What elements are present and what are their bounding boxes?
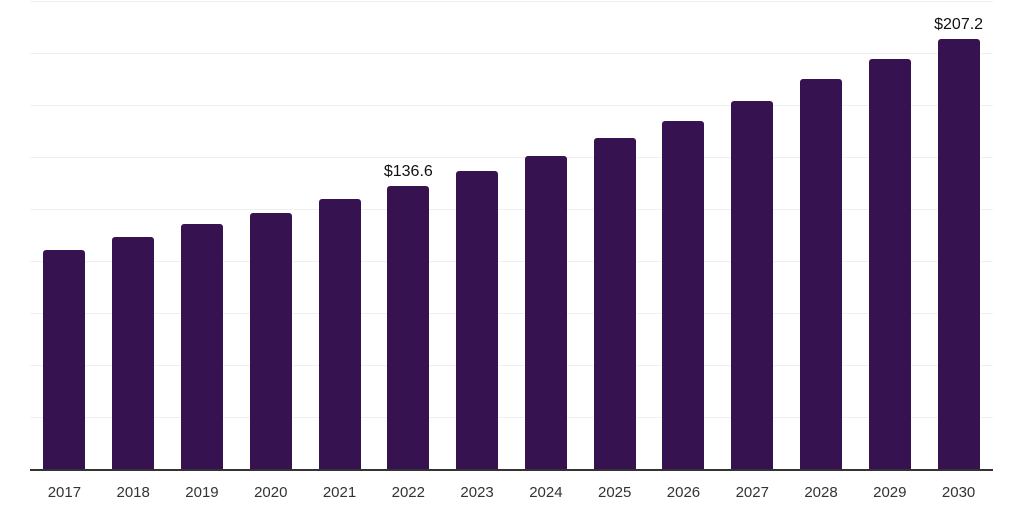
x-tick-label-2030: 2030 [941,484,976,501]
bar-2026 [662,121,705,470]
x-tick-label-2019: 2019 [185,484,219,501]
gridline [30,313,993,314]
bar-2024 [524,156,567,470]
gridline [30,365,993,366]
gridline [30,1,993,2]
gridline [30,53,993,54]
x-tick-label-2018: 2018 [116,484,150,501]
bar-2018 [112,237,155,470]
bar-2025 [593,138,636,470]
bar-2030 [937,39,980,470]
bar-2022 [387,185,430,470]
bar-2029 [868,59,911,470]
value-label-2022: $136.6 [383,162,433,180]
x-tick-label-2026: 2026 [666,484,701,501]
x-tick-label-2029: 2029 [873,484,907,501]
x-tick-label-2025: 2025 [597,484,632,501]
gridline [30,209,993,210]
x-tick-label-2023: 2023 [460,484,494,501]
x-tick-label-2020: 2020 [254,484,288,501]
x-tick-label-2021: 2021 [322,484,357,501]
x-tick-label-2024: 2024 [529,484,563,501]
bar-2017 [43,249,86,470]
x-axis-line [30,469,993,471]
bar-2023 [456,170,499,470]
value-label-2030: $207.2 [934,16,984,34]
gridline [30,261,993,262]
bar-2019 [180,224,223,470]
gridline [30,105,993,106]
bar-2021 [318,199,361,470]
bar-2027 [731,101,774,470]
x-tick-label-2017: 2017 [47,484,82,501]
bar-2028 [800,79,843,470]
x-tick-label-2028: 2028 [804,484,838,501]
x-tick-label-2027: 2027 [735,484,769,501]
gridline [30,157,993,158]
x-tick-label-2022: 2022 [391,484,425,501]
gridline [30,417,993,418]
bar-2020 [249,212,292,470]
